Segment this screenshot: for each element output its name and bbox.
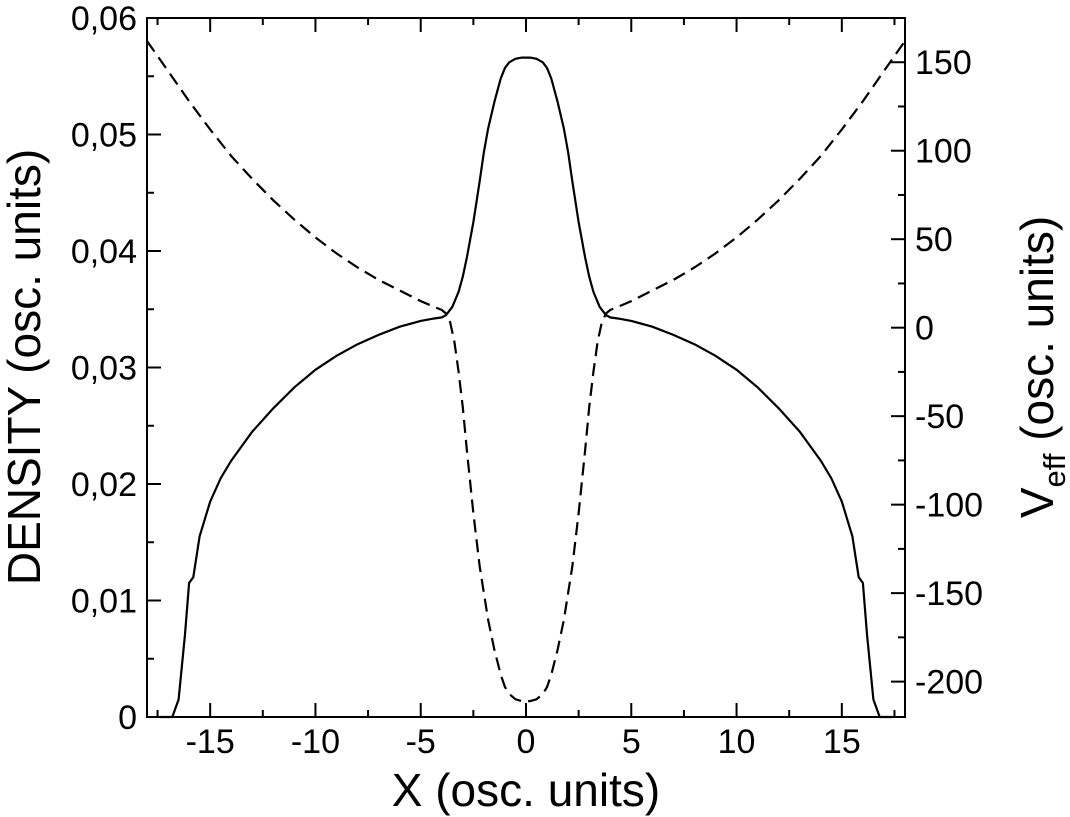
y-right-tick-label: 0 [915, 310, 934, 348]
y-left-tick-label: 0,06 [71, 0, 137, 38]
x-tick-label: -15 [186, 723, 235, 761]
y-left-tick-label: 0,01 [71, 583, 137, 621]
left-y-axis-ticks: 0 0,01 0,02 0,03 0,04 0,05 0,06 [71, 0, 161, 737]
right-y-axis-title: Veff (osc. units) [1011, 216, 1070, 518]
y-right-tick-label: -50 [915, 398, 964, 436]
y-left-tick-label: 0,04 [71, 233, 137, 271]
density-curve [159, 56, 893, 719]
y-right-tick-label: 50 [915, 221, 953, 259]
x-axis-title: X (osc. units) [392, 764, 660, 816]
veff-curve [146, 40, 906, 703]
right-y-axis-ticks: -200 -150 -100 -50 0 50 100 150 [891, 17, 983, 702]
y-left-tick-label: 0,03 [71, 350, 137, 388]
x-tick-label: -10 [291, 723, 340, 761]
series-layer [146, 40, 906, 719]
y-right-tick-label: -100 [915, 487, 983, 525]
x-tick-label: 0 [517, 723, 536, 761]
right-y-axis-title-sub: eff [1037, 453, 1070, 487]
x-tick-label: 15 [823, 723, 861, 761]
y-right-tick-label: -150 [915, 575, 983, 613]
y-left-tick-label: 0 [118, 699, 137, 737]
x-tick-label: -5 [406, 723, 436, 761]
y-right-tick-label: -200 [915, 664, 983, 702]
x-tick-label: 5 [622, 723, 641, 761]
left-y-axis-title: DENSITY (osc. units) [0, 149, 50, 585]
right-y-axis-title-main: V [1011, 487, 1063, 518]
x-tick-label: 10 [718, 723, 756, 761]
x-axis-ticks: -15 -10 -5 0 5 10 15 [156, 18, 896, 761]
y-right-tick-label: 150 [915, 44, 972, 82]
y-left-tick-label: 0,02 [71, 466, 137, 504]
plot-frame [146, 17, 906, 718]
y-right-tick-label: 100 [915, 133, 972, 171]
right-y-axis-title-rest: (osc. units) [1011, 216, 1063, 454]
y-left-tick-label: 0,05 [71, 117, 137, 155]
